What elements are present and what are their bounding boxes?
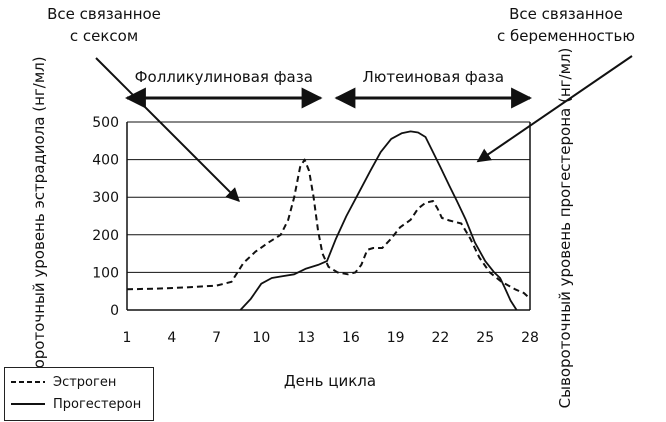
tick-labels: 0 100 200 300 400 500 1 4 7 10 13 16 19 22 25 28: [92, 115, 539, 346]
x-tick-19: 19: [387, 330, 405, 346]
annotation-0-line-0: Все связанное: [47, 5, 161, 23]
x-tick-28: 28: [521, 330, 539, 346]
y-tick-0: 0: [110, 303, 119, 319]
phase-arrows: Фолликулиновая фаза Лютеиновая фаза: [124, 68, 533, 109]
legend-item-progesterone: Прогестерон: [9, 394, 141, 414]
x-tick-16: 16: [342, 330, 360, 346]
annotation-1-line-0: Все связанное: [509, 5, 623, 23]
legend-label-progesterone: Прогестерон: [53, 396, 142, 412]
y-axis-right-title: Сывороточный уровень прогестерона (нг/мл…: [556, 48, 574, 409]
x-tick-10: 10: [252, 330, 270, 346]
axes: [126, 122, 531, 311]
x-axis-title: День цикла: [283, 372, 377, 390]
phase-label-0: Фолликулиновая фаза: [135, 68, 313, 86]
y-tick-500: 500: [92, 115, 119, 131]
annotation-0-line-1: с сексом: [70, 27, 138, 45]
annotation-arrow-1: [476, 55, 633, 163]
phase-label-1: Лютеиновая фаза: [362, 68, 504, 86]
legend-label-estrogen: Эстроген: [53, 374, 117, 390]
legend: Эстроген Прогестерон: [4, 367, 154, 421]
x-tick-7: 7: [212, 330, 221, 346]
series-line-1: [239, 130, 518, 311]
x-tick-13: 13: [297, 330, 315, 346]
legend-item-estrogen: Эстроген: [9, 372, 116, 392]
y-tick-300: 300: [92, 190, 119, 206]
x-tick-4: 4: [167, 330, 176, 346]
x-tick-1: 1: [123, 330, 132, 346]
annotations: Все связанное с сексом Все связанное с бере…: [47, 5, 635, 202]
y-axis-left-title: Сывороточный уровень эстрадиола (нг/мл): [30, 56, 48, 399]
x-tick-25: 25: [476, 330, 494, 346]
series-lines: [126, 130, 531, 311]
y-tick-200: 200: [92, 228, 119, 244]
grid-lines: [127, 121, 530, 273]
legend-swatch-dashed: [11, 381, 45, 383]
annotation-arrow-0: [95, 57, 240, 202]
annotation-1-line-1: с беременностью: [497, 27, 635, 45]
x-tick-22: 22: [432, 330, 450, 346]
legend-swatch-solid: [11, 403, 45, 405]
y-tick-400: 400: [92, 153, 119, 169]
y-tick-100: 100: [92, 265, 119, 281]
